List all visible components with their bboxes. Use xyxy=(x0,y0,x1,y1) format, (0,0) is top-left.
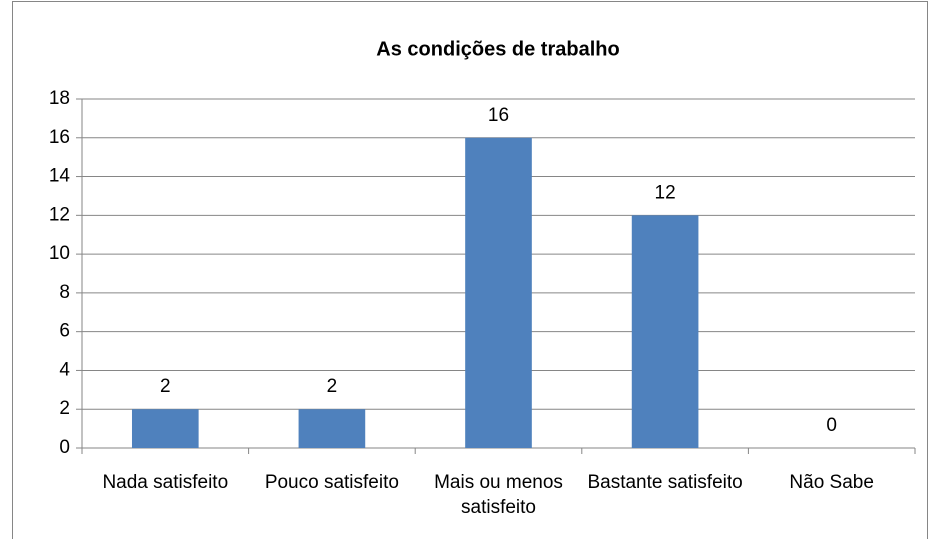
y-tick-label: 0 xyxy=(59,437,70,458)
chart-title: As condições de trabalho xyxy=(376,38,619,60)
bar xyxy=(298,409,366,448)
bar xyxy=(465,137,532,448)
bar xyxy=(631,215,699,448)
x-tick-label: Pouco satisfeito xyxy=(264,472,399,493)
x-tick-label: Mais ou menos satisfeito xyxy=(434,472,563,518)
y-tick-label: 18 xyxy=(49,88,70,109)
y-tick-label: 8 xyxy=(59,282,70,303)
data-label: 0 xyxy=(826,415,837,436)
y-tick-label: 6 xyxy=(59,321,70,342)
bar xyxy=(131,409,199,448)
x-tick-label: Nada satisfeito xyxy=(102,472,229,493)
y-tick-label: 16 xyxy=(49,127,70,148)
y-tick-label: 10 xyxy=(49,243,70,264)
data-label: 2 xyxy=(327,376,338,397)
x-tick-label: Bastante satisfeito xyxy=(587,472,743,493)
chart-border xyxy=(12,1,928,539)
y-tick-label: 2 xyxy=(59,398,70,419)
y-tick-label: 14 xyxy=(49,166,71,187)
y-tick-label: 12 xyxy=(49,204,70,225)
y-tick-label: 4 xyxy=(59,359,70,380)
data-label: 12 xyxy=(655,182,676,203)
data-label: 16 xyxy=(488,105,509,126)
x-tick-label: Não Sabe xyxy=(789,472,874,493)
data-label: 2 xyxy=(160,376,171,397)
